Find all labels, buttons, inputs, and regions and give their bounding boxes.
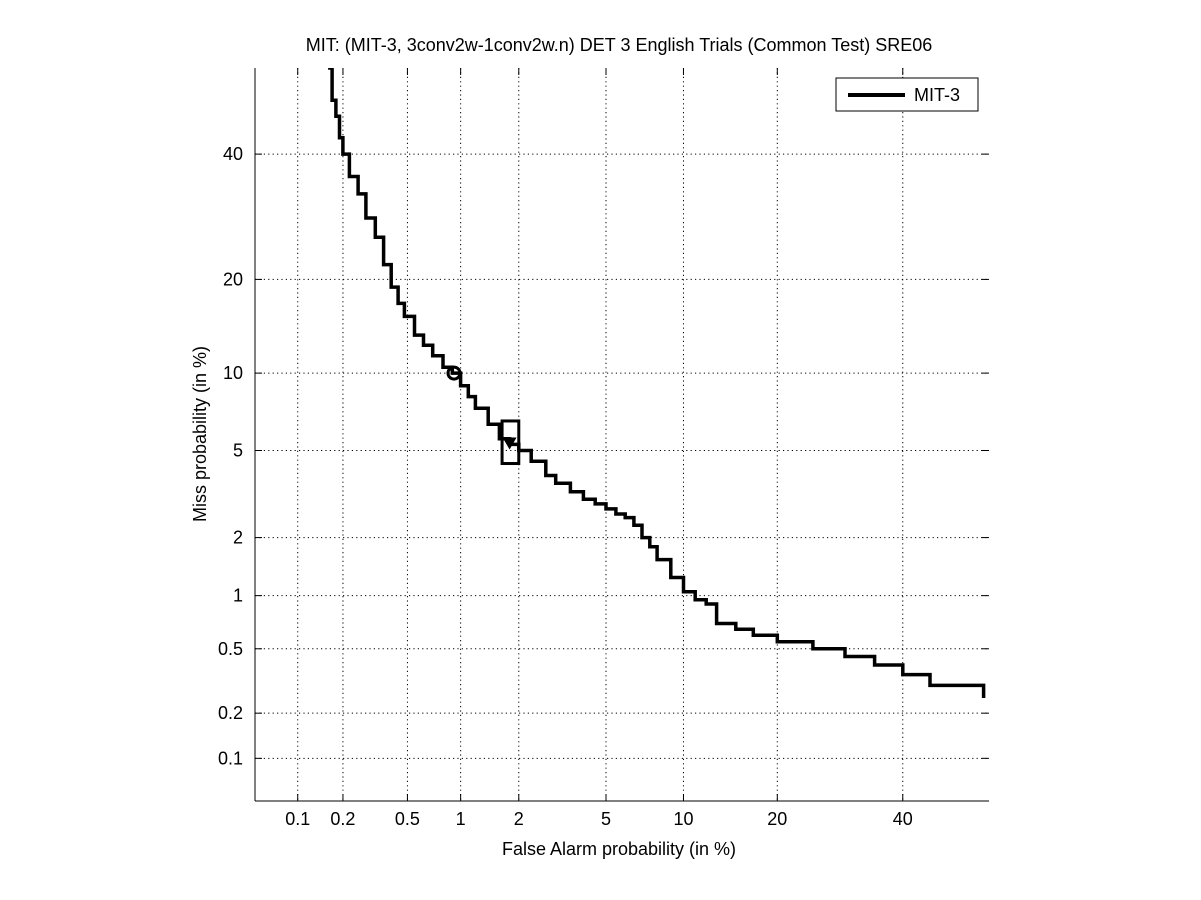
y-tick-label: 10 (223, 363, 243, 383)
actual-dcf-triangle-marker (502, 437, 517, 450)
series-layer (328, 68, 986, 698)
y-tick-label: 40 (223, 144, 243, 164)
x-tick-label: 5 (601, 809, 611, 829)
grid-lines (255, 68, 989, 801)
x-tick-label: 40 (893, 809, 913, 829)
x-tick-label: 0.5 (395, 809, 420, 829)
x-tick-label: 0.2 (330, 809, 355, 829)
marker-layer (446, 365, 521, 466)
legend-label: MIT-3 (914, 85, 960, 105)
x-tick-label: 20 (767, 809, 787, 829)
min-dcf-circle-marker (446, 365, 462, 381)
series-line-mit-3 (328, 68, 986, 698)
x-tick-label: 10 (673, 809, 693, 829)
y-tick-label: 5 (233, 440, 243, 460)
x-tick-label: 2 (514, 809, 524, 829)
x-axis-label: False Alarm probability (in %) (502, 839, 736, 859)
y-tick-label: 0.2 (218, 703, 243, 723)
x-tick-label: 0.1 (285, 809, 310, 829)
x-tick-label: 1 (456, 809, 466, 829)
confidence-box-marker (500, 419, 521, 466)
y-tick-label: 1 (233, 586, 243, 606)
plot-axes (254, 68, 989, 802)
y-tick-label: 0.5 (218, 639, 243, 659)
chart-title: MIT: (MIT-3, 3conv2w-1conv2w.n) DET 3 En… (306, 35, 933, 55)
y-tick-label: 2 (233, 528, 243, 548)
y-axis-label: Miss probability (in %) (190, 346, 210, 522)
y-tick-label: 0.1 (218, 748, 243, 768)
y-axis-ticks: 0.1 0.2 0.5 1 2 5 10 20 40 (218, 144, 989, 768)
y-tick-label: 20 (223, 269, 243, 289)
legend: MIT-3 (835, 77, 979, 112)
x-axis-ticks: 0.1 0.2 0.5 1 2 5 10 20 40 (285, 68, 913, 829)
